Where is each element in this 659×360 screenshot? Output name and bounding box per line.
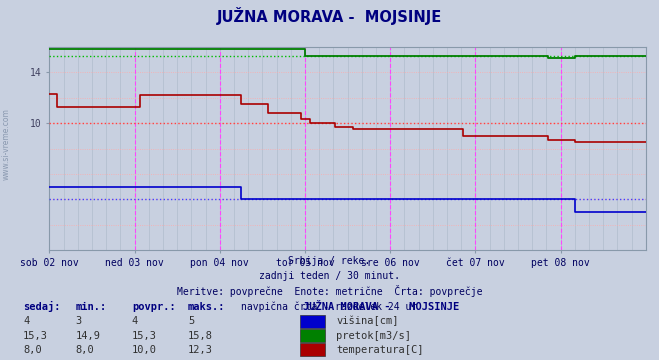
Text: 14,9: 14,9 bbox=[76, 330, 101, 341]
Text: Srbija / reke.: Srbija / reke. bbox=[289, 256, 370, 266]
Text: JUŽNA MORAVA -  MOJSINJE: JUŽNA MORAVA - MOJSINJE bbox=[217, 7, 442, 25]
Text: 3: 3 bbox=[76, 316, 82, 326]
Text: zadnji teden / 30 minut.: zadnji teden / 30 minut. bbox=[259, 271, 400, 281]
Text: 15,3: 15,3 bbox=[23, 330, 48, 341]
Text: povpr.:: povpr.: bbox=[132, 302, 175, 312]
Text: pretok[m3/s]: pretok[m3/s] bbox=[336, 330, 411, 341]
Text: www.si-vreme.com: www.si-vreme.com bbox=[2, 108, 11, 180]
Text: 15,8: 15,8 bbox=[188, 330, 213, 341]
Text: višina[cm]: višina[cm] bbox=[336, 316, 399, 326]
Text: min.:: min.: bbox=[76, 302, 107, 312]
Text: navpična črta - razdelek 24 ur: navpična črta - razdelek 24 ur bbox=[241, 301, 418, 312]
Text: 12,3: 12,3 bbox=[188, 345, 213, 355]
Text: 4: 4 bbox=[23, 316, 29, 326]
Text: JUŽNA MORAVA -   MOJSINJE: JUŽNA MORAVA - MOJSINJE bbox=[303, 302, 459, 312]
Text: 8,0: 8,0 bbox=[76, 345, 94, 355]
Text: 5: 5 bbox=[188, 316, 194, 326]
Text: temperatura[C]: temperatura[C] bbox=[336, 345, 424, 355]
Text: 15,3: 15,3 bbox=[132, 330, 157, 341]
Text: Meritve: povprečne  Enote: metrične  Črta: povprečje: Meritve: povprečne Enote: metrične Črta:… bbox=[177, 285, 482, 297]
Text: 4: 4 bbox=[132, 316, 138, 326]
Text: sedaj:: sedaj: bbox=[23, 301, 61, 312]
Text: 8,0: 8,0 bbox=[23, 345, 42, 355]
Text: 10,0: 10,0 bbox=[132, 345, 157, 355]
Text: maks.:: maks.: bbox=[188, 302, 225, 312]
